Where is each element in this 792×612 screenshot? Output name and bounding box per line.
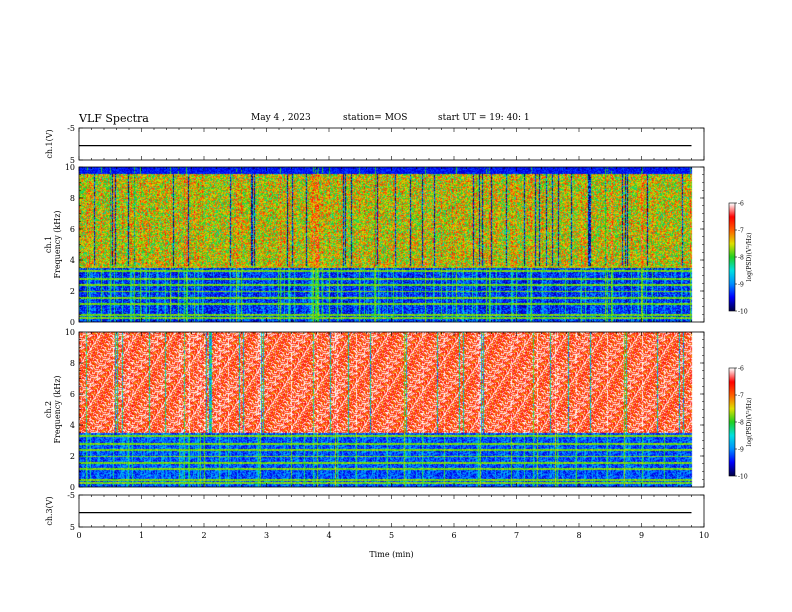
y-axis-label: ch.1(V) — [45, 129, 54, 158]
colorbar-tick-label: -8 — [738, 420, 744, 427]
colorbar-label: log(PSD)(V²/Hz) — [746, 233, 753, 282]
header-start-time: start UT = 19: 40: 1 — [438, 113, 530, 123]
colorbar-tick-label: -10 — [738, 309, 748, 316]
x-tick-label: 6 — [451, 531, 456, 540]
panel-frame — [78, 127, 705, 161]
colorbar-tick-label: -7 — [738, 228, 744, 235]
colorbar — [729, 203, 735, 311]
y-tick-label: -5 — [67, 124, 75, 133]
x-tick-label: 0 — [76, 531, 81, 540]
y-tick-label: 2 — [70, 452, 75, 461]
colorbar-tick-label: -10 — [738, 474, 748, 481]
x-tick-label: 7 — [514, 531, 519, 540]
y-tick-label: 8 — [70, 194, 75, 203]
x-tick-label: 9 — [639, 531, 644, 540]
spectrogram-image — [79, 167, 704, 322]
colorbar — [729, 368, 735, 476]
y-tick-label: 10 — [65, 328, 75, 337]
y-axis-label: ch.3(V) — [45, 496, 54, 525]
x-axis-label: Time (min) — [369, 550, 413, 559]
colorbar-tick-label: -7 — [738, 393, 744, 400]
x-tick-label: 2 — [201, 531, 206, 540]
y-axis-label: Frequency (kHz) — [53, 210, 62, 278]
spectrogram-image — [79, 332, 704, 487]
y-tick-label: -5 — [67, 491, 75, 500]
colorbar-tick-label: -6 — [738, 366, 744, 373]
panel-frame — [78, 494, 705, 528]
header-title: VLF Spectra — [79, 112, 149, 125]
y-axis-channel-label: ch.1 — [44, 236, 53, 253]
x-tick-label: 4 — [326, 531, 331, 540]
y-axis-channel-label: ch.2 — [44, 401, 53, 418]
header-date: May 4 , 2023 — [251, 113, 311, 123]
x-tick-label: 1 — [139, 531, 144, 540]
y-tick-label: 4 — [70, 256, 75, 265]
y-tick-label: 5 — [70, 156, 75, 165]
colorbar-tick-label: -9 — [738, 282, 744, 289]
x-tick-label: 3 — [264, 531, 269, 540]
y-tick-label: 6 — [70, 390, 75, 399]
colorbar-tick-label: -6 — [738, 201, 744, 208]
y-tick-label: 0 — [70, 483, 75, 492]
colorbar-label: log(PSD)(V²/Hz) — [746, 398, 753, 447]
y-tick-label: 5 — [70, 523, 75, 532]
y-tick-label: 2 — [70, 287, 75, 296]
y-tick-label: 0 — [70, 318, 75, 327]
x-tick-label: 5 — [389, 531, 394, 540]
x-tick-label: 8 — [576, 531, 581, 540]
y-tick-label: 4 — [70, 421, 75, 430]
y-tick-label: 8 — [70, 359, 75, 368]
colorbar-tick-label: -9 — [738, 447, 744, 454]
colorbar-tick-label: -8 — [738, 255, 744, 262]
y-tick-label: 10 — [65, 163, 75, 172]
x-tick-label: 10 — [699, 531, 709, 540]
y-axis-label: Frequency (kHz) — [53, 375, 62, 443]
header-station: station= MOS — [343, 113, 408, 123]
y-tick-label: 6 — [70, 225, 75, 234]
